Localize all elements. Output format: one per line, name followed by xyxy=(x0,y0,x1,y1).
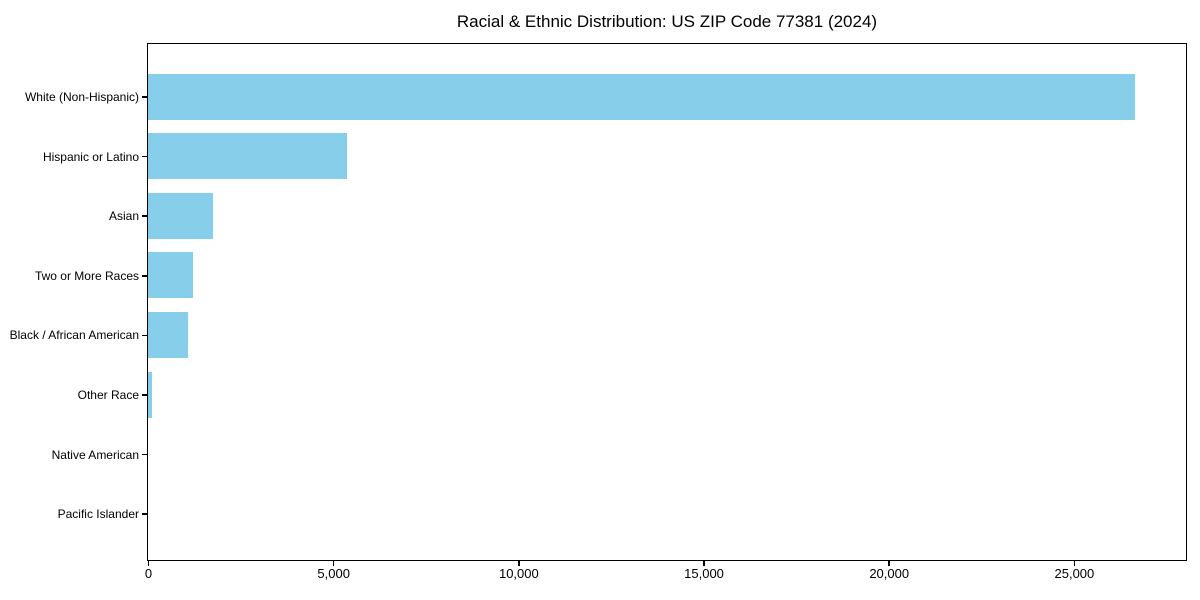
bar-black-african-american xyxy=(148,311,188,358)
y-tick-label-hispanic-or-latino: Hispanic or Latino xyxy=(42,149,139,164)
bar-asian xyxy=(148,192,213,239)
plot-area xyxy=(147,43,1187,561)
chart-title: Racial & Ethnic Distribution: US ZIP Cod… xyxy=(456,12,878,31)
y-tick-label-two-or-more-races: Two or More Races xyxy=(34,268,139,283)
y-tick-mark xyxy=(142,513,147,515)
y-tick-label-native-american: Native American xyxy=(51,447,139,462)
bar-hispanic-or-latino xyxy=(148,133,347,180)
bar-two-or-more-races xyxy=(148,252,194,299)
y-tick-mark xyxy=(142,394,147,396)
x-tick-label: 5,000 xyxy=(317,566,350,581)
x-tick-mark xyxy=(888,561,890,566)
x-tick-mark xyxy=(703,561,705,566)
x-tick-mark xyxy=(1073,561,1076,566)
bar-other-race xyxy=(148,371,152,418)
y-tick-label-white-non-hispanic: White (Non-Hispanic) xyxy=(24,90,139,104)
x-tick-mark xyxy=(518,561,520,566)
x-tick-label: 25,000 xyxy=(1054,566,1095,581)
bar-white-non-hispanic xyxy=(148,73,1135,120)
y-tick-mark xyxy=(142,453,147,456)
y-tick-mark xyxy=(142,96,147,98)
x-tick-label: 20,000 xyxy=(869,566,910,581)
x-tick-mark xyxy=(147,561,150,566)
y-tick-label-pacific-islander: Pacific Islander xyxy=(57,507,139,522)
x-tick-label: 15,000 xyxy=(684,566,724,581)
y-tick-mark xyxy=(142,215,147,217)
y-tick-label-other-race: Other Race xyxy=(77,388,139,402)
y-tick-mark xyxy=(142,334,147,337)
x-tick-label: 0 xyxy=(144,566,153,581)
x-tick-label: 10,000 xyxy=(498,566,539,581)
y-tick-label-black-african-american: Black / African American xyxy=(9,328,139,343)
x-tick-mark xyxy=(332,561,335,566)
y-tick-label-asian: Asian xyxy=(108,209,139,224)
y-tick-mark xyxy=(142,275,147,277)
y-tick-mark xyxy=(142,155,147,158)
